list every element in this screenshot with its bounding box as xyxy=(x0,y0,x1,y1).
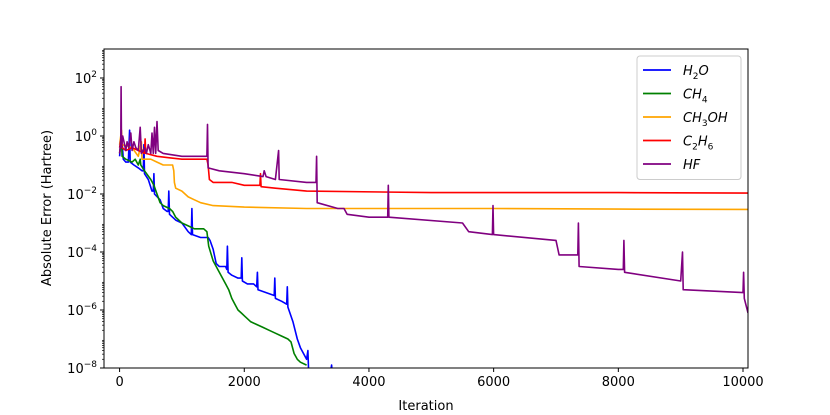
series-layer xyxy=(118,85,748,368)
y-axis-label: Absolute Error (Hartree) xyxy=(40,130,55,286)
y-tick-label: 10−8 xyxy=(67,360,97,377)
legend-entry: CH3OH xyxy=(683,111,728,129)
legend-entry: H2O xyxy=(683,64,709,82)
x-tick-label: 8000 xyxy=(602,375,635,390)
y-tick-label: 102 xyxy=(75,70,97,87)
series-line-h2o xyxy=(118,129,333,368)
x-axis: 0 2000 4000 6000 8000 10000 xyxy=(115,368,764,390)
legend-entry: CH4 xyxy=(683,88,708,106)
x-tick-label: 6000 xyxy=(477,375,510,390)
y-axis: 102 100 10−2 10−4 10−6 10−8 xyxy=(67,49,104,377)
x-tick-label: 4000 xyxy=(352,375,385,390)
y-tick-label: 10−2 xyxy=(67,186,97,203)
legend-entry: C2H6 xyxy=(683,135,714,153)
legend-entry: HF xyxy=(683,158,701,173)
y-tick-label: 10−4 xyxy=(67,244,97,261)
x-axis-label: Iteration xyxy=(398,399,453,414)
series-line-hf xyxy=(118,85,748,314)
series-line-c2h6 xyxy=(118,135,748,194)
x-tick-label: 10000 xyxy=(722,375,763,390)
x-tick-label: 2000 xyxy=(228,375,261,390)
series-line-ch3oh xyxy=(118,129,748,211)
legend-box xyxy=(636,55,742,180)
series-line-ch4 xyxy=(118,138,307,366)
y-tick-label: 100 xyxy=(75,128,98,145)
legend: H2O CH4 CH3OH C2H6 HF xyxy=(636,55,742,180)
plot-frame xyxy=(103,48,749,369)
y-tick-label: 10−6 xyxy=(67,302,97,319)
x-tick-label: 0 xyxy=(115,375,123,390)
